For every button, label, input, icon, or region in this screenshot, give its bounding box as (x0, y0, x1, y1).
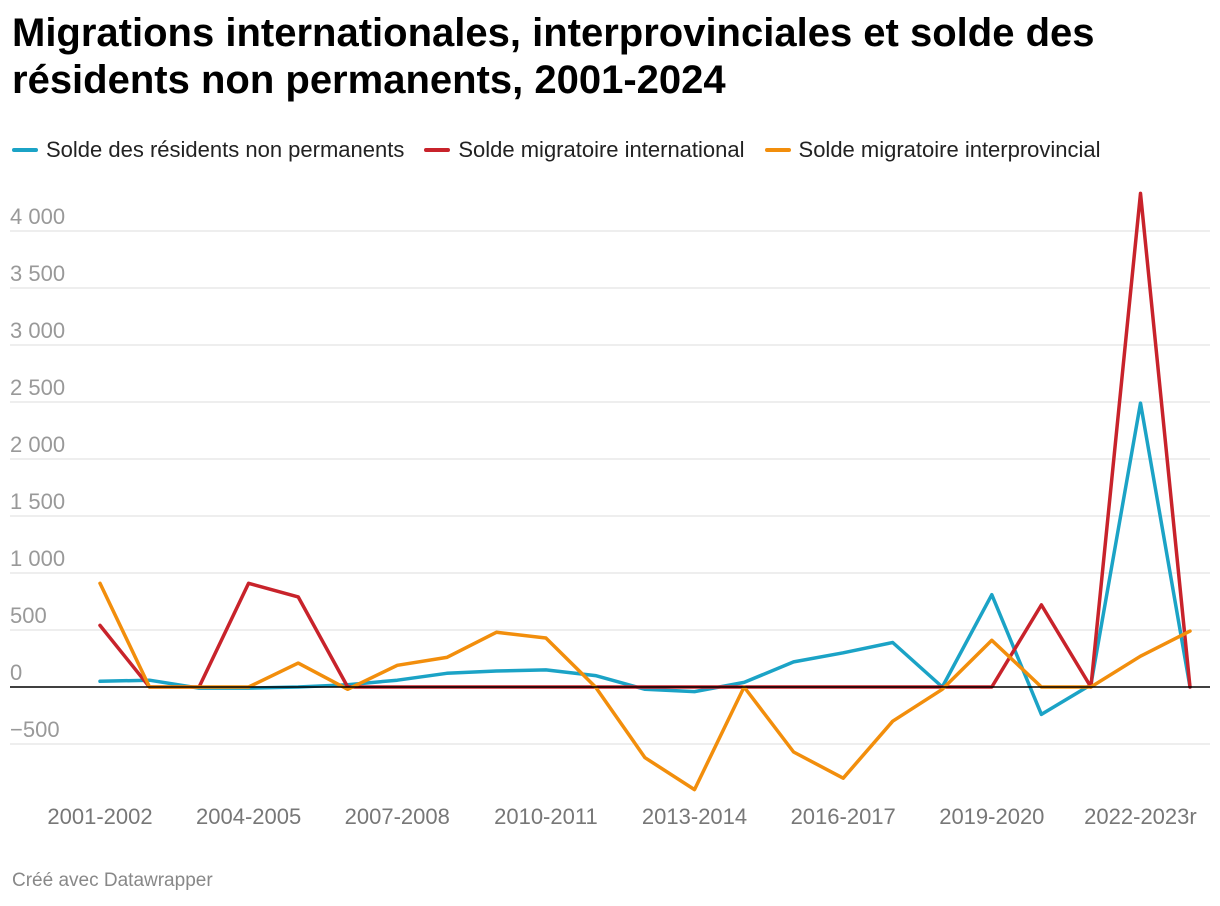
legend-item-international: Solde migratoire international (424, 137, 745, 163)
y-tick-label: 3 500 (10, 261, 65, 286)
footer-credit: Créé avec Datawrapper (12, 870, 213, 891)
legend-swatch-international (424, 148, 451, 152)
legend-label-non-permanent: Solde des résidents non permanents (46, 137, 405, 162)
y-tick-label: 1 000 (10, 546, 65, 571)
legend-swatch-interprovincial (764, 148, 791, 152)
y-tick-label: 500 (10, 603, 47, 628)
series-layer (10, 191, 1210, 792)
series-line-1 (98, 191, 1192, 689)
x-tick-label: 2010-2011 (494, 804, 598, 829)
x-axis: 2001-2002 2004-2005 2007-2008 2010-2011 2013… (47, 804, 1196, 829)
y-tick-label: 1 500 (10, 489, 65, 514)
y-tick-label: 0 (10, 660, 22, 685)
line-chart: 4 000 3 500 3 000 2 500 2 000 1 500 1 000 500 0 −… (10, 191, 1210, 829)
x-tick-label: 2013-2014 (642, 804, 747, 829)
legend-label-interprovincial: Solde migratoire interprovincial (798, 137, 1101, 162)
y-tick-label: 2 000 (10, 432, 65, 457)
x-tick-label: 2019-2020 (939, 804, 1044, 829)
x-tick-label: 2004-2005 (196, 804, 301, 829)
legend-item-non-permanent: Solde des résidents non permanents (12, 137, 404, 163)
legend-item-interprovincial: Solde migratoire interprovincial (764, 137, 1101, 163)
y-tick-label: −500 (10, 717, 60, 742)
y-axis: 4 000 3 500 3 000 2 500 2 000 1 500 1 000 500 0 −… (10, 204, 65, 742)
series-line-0 (98, 401, 1192, 717)
x-tick-label: 2016-2017 (791, 804, 896, 829)
x-tick-label: 2022-2023r (1084, 804, 1197, 829)
x-tick-label: 2001-2002 (47, 804, 152, 829)
chart-title: Migrations internationales, interprovinc… (12, 11, 1095, 102)
grid-layer (10, 230, 1210, 745)
y-tick-label: 4 000 (10, 204, 65, 229)
chart-legend: Solde des résidents non permanents Solde… (12, 135, 1121, 165)
series-line-2 (98, 581, 1192, 792)
y-tick-label: 2 500 (10, 375, 65, 400)
legend-swatch-non-permanent (12, 148, 38, 152)
y-tick-label: 3 000 (10, 318, 65, 343)
x-tick-label: 2007-2008 (345, 804, 450, 829)
legend-label-international: Solde migratoire international (458, 137, 745, 162)
